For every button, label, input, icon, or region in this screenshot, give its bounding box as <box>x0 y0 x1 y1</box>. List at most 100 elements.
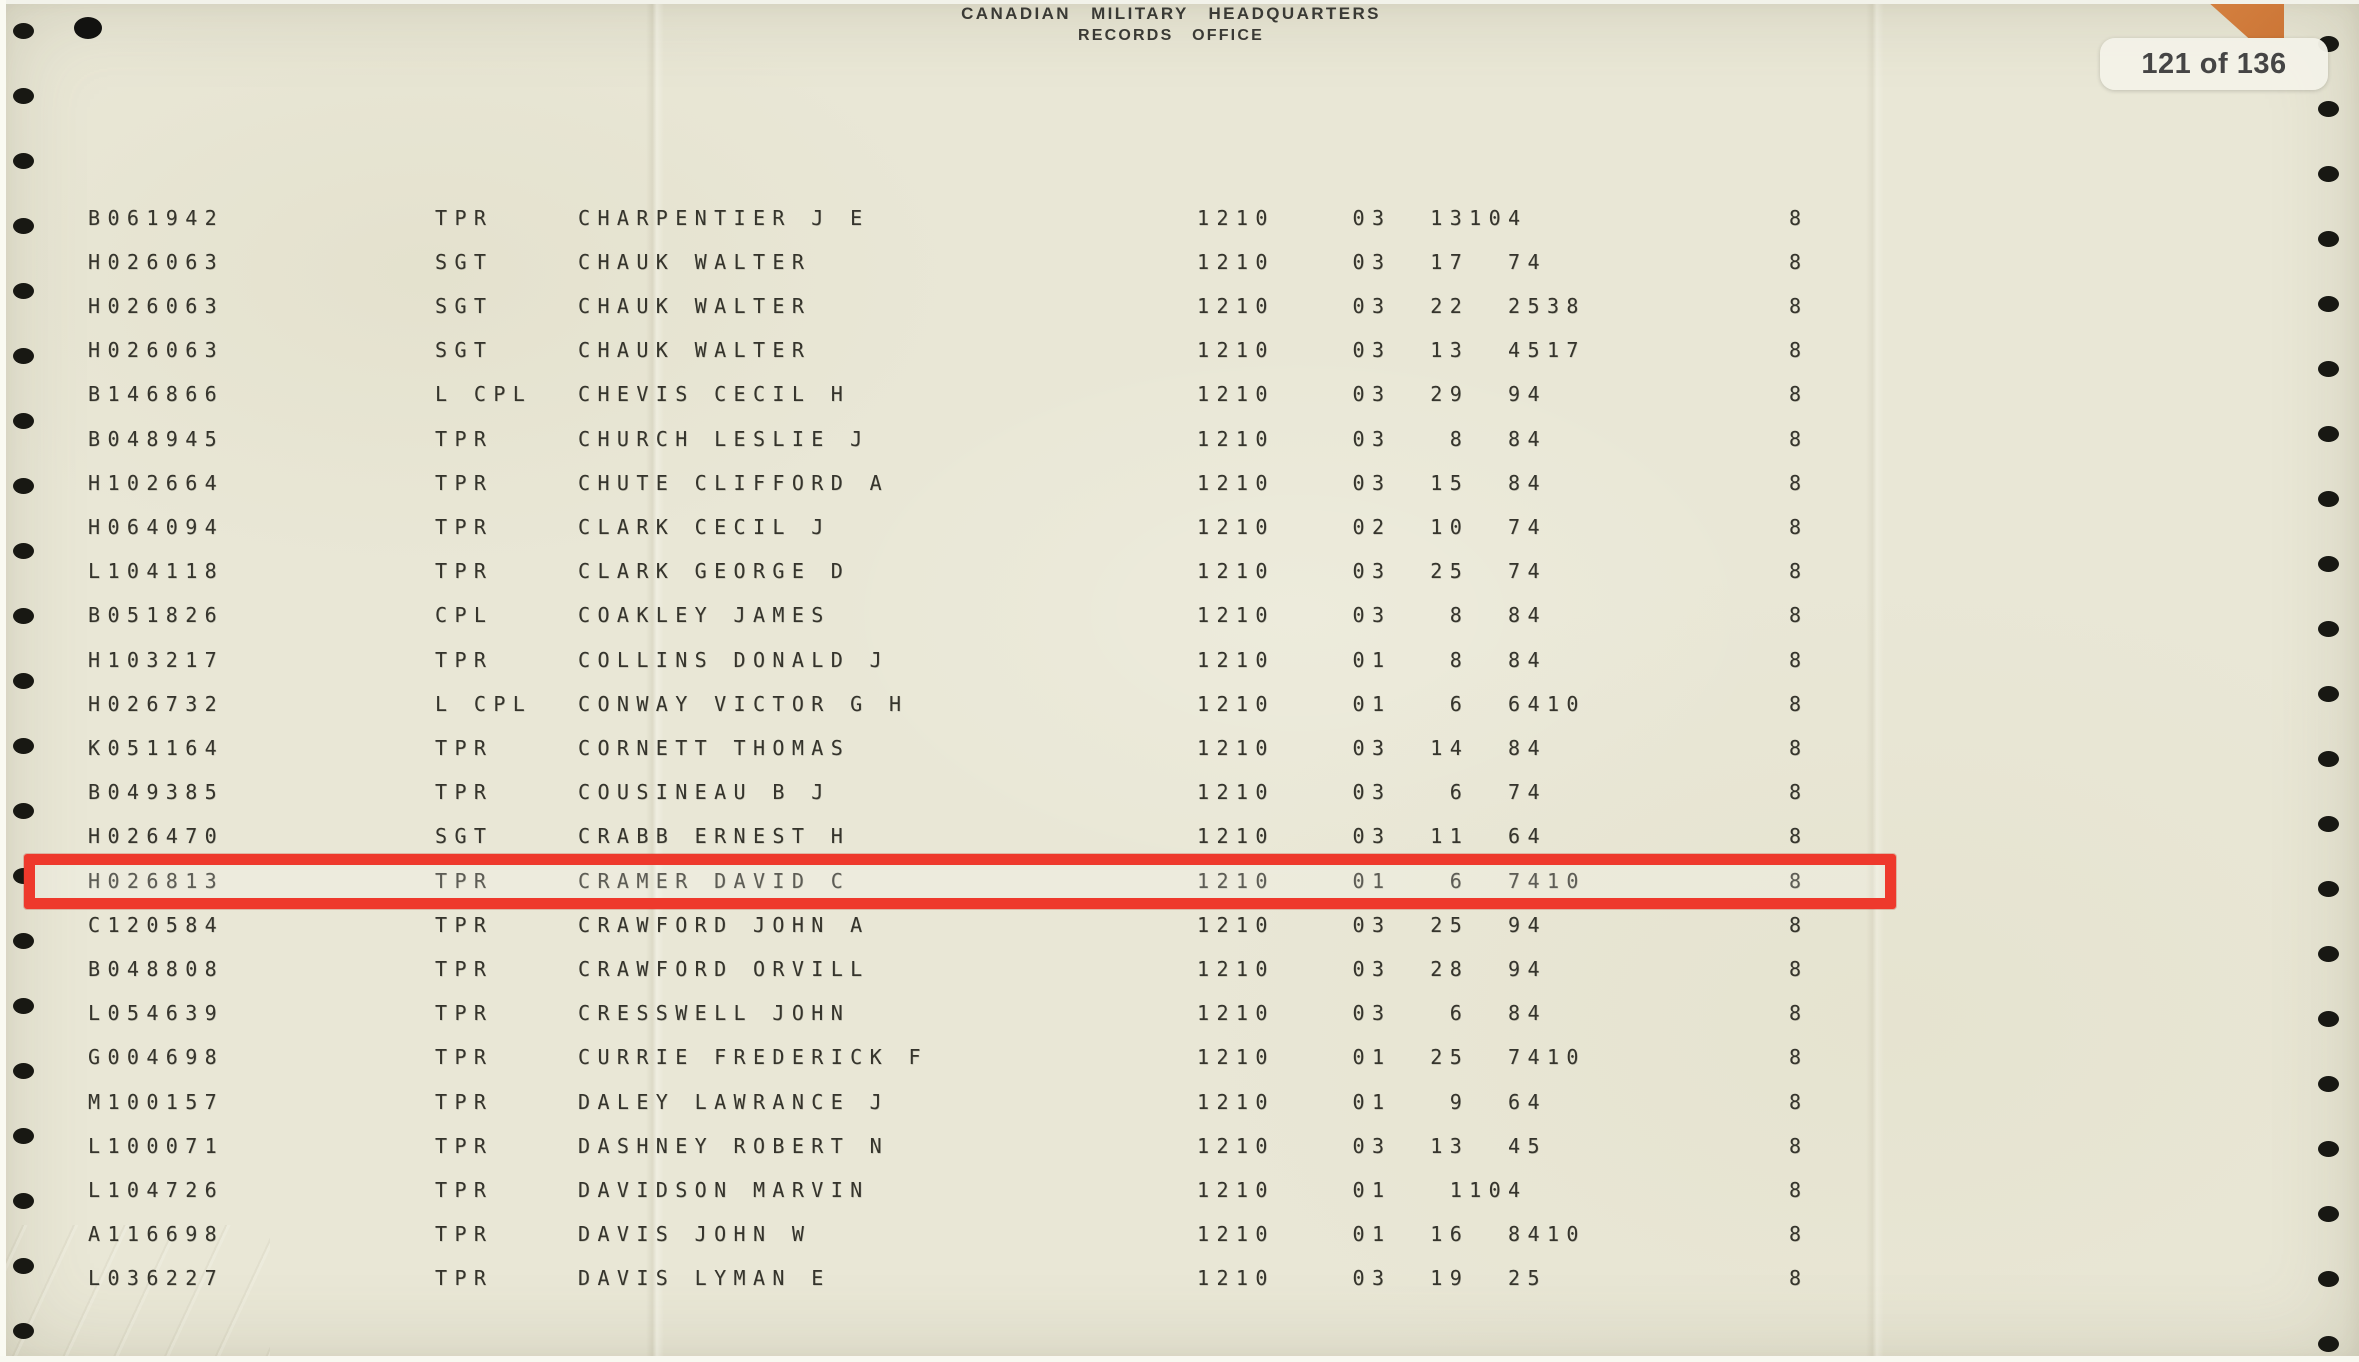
schedule-number-cell: 8 <box>1789 205 1809 230</box>
schedule-number-cell: 8 <box>1789 1089 1809 1114</box>
rank-cell: TPR <box>435 1133 494 1158</box>
schedule-number-cell: 8 <box>1789 559 1809 584</box>
record-numbers-cell: 1210 03 6 74 <box>1197 780 1547 805</box>
name-cell: COLLINS DONALD J <box>578 647 890 672</box>
punch-hole <box>2318 1076 2339 1092</box>
table-row: H026732 L CPL CONWAY VICTOR G H 1210 01 … <box>0 693 2359 715</box>
schedule-number-cell: 8 <box>1789 868 1809 893</box>
record-numbers-cell: 1210 03 25 74 <box>1197 559 1547 584</box>
schedule-number-cell: 8 <box>1789 956 1809 981</box>
punch-hole <box>13 1258 34 1274</box>
schedule-number-cell: 8 <box>1789 470 1809 495</box>
header-line-1: CANADIAN MILITARY HEADQUARTERS <box>961 4 1381 23</box>
table-row: G004698 TPR CURRIE FREDERICK F 1210 01 2… <box>0 1046 2359 1068</box>
table-row: L054639 TPR CRESSWELL JOHN 1210 03 6 84 … <box>0 1002 2359 1024</box>
name-cell: DALEY LAWRANCE J <box>578 1089 890 1114</box>
rank-cell: TPR <box>435 426 494 451</box>
table-row: L036227 TPR DAVIS LYMAN E 1210 03 19 25 … <box>0 1267 2359 1289</box>
name-cell: CONWAY VICTOR G H <box>578 691 909 716</box>
table-row: B048945 TPR CHURCH LESLIE J 1210 03 8 84… <box>0 428 2359 450</box>
rank-cell: TPR <box>435 647 494 672</box>
table-row: H064094 TPR CLARK CECIL J 1210 02 10 74 … <box>0 516 2359 538</box>
name-cell: CRESSWELL JOHN <box>578 1001 851 1026</box>
rank-cell: TPR <box>435 956 494 981</box>
schedule-number-cell: 8 <box>1789 338 1809 363</box>
table-row: B048808 TPR CRAWFORD ORVILL 1210 03 28 9… <box>0 958 2359 980</box>
name-cell: CURRIE FREDERICK F <box>578 1045 928 1070</box>
punch-hole <box>13 1128 34 1144</box>
name-cell: DAVIS JOHN W <box>578 1222 812 1247</box>
punch-hole <box>13 413 34 429</box>
schedule-number-cell: 8 <box>1789 1266 1809 1291</box>
rank-cell: TPR <box>435 470 494 495</box>
schedule-number-cell: 8 <box>1789 912 1809 937</box>
document-header: CANADIAN MILITARY HEADQUARTERS RECORDS O… <box>891 3 1451 46</box>
table-row: L104118 TPR CLARK GEORGE D 1210 03 25 74… <box>0 560 2359 582</box>
schedule-number-cell: 8 <box>1789 1001 1809 1026</box>
schedule-number-cell: 8 <box>1789 382 1809 407</box>
rank-cell: TPR <box>435 912 494 937</box>
record-numbers-cell: 1210 03 29 94 <box>1197 382 1547 407</box>
paper-crease <box>646 0 664 1362</box>
service-number-cell: H026813 <box>88 868 225 893</box>
record-numbers-cell: 1210 03 8 84 <box>1197 426 1547 451</box>
name-cell: CRAMER DAVID C <box>578 868 851 893</box>
rank-cell: TPR <box>435 735 494 760</box>
punch-hole <box>13 1323 34 1339</box>
paper-crease <box>1866 0 1884 1362</box>
punch-hole <box>13 283 34 299</box>
service-number-cell: H026063 <box>88 293 225 318</box>
service-number-cell: L036227 <box>88 1266 225 1291</box>
name-cell: CLARK GEORGE D <box>578 559 851 584</box>
name-cell: CHEVIS CECIL H <box>578 382 851 407</box>
punch-hole <box>13 543 34 559</box>
rank-cell: SGT <box>435 824 494 849</box>
punch-hole <box>13 1063 34 1079</box>
service-number-cell: B049385 <box>88 780 225 805</box>
service-number-cell: L100071 <box>88 1133 225 1158</box>
record-numbers-cell: 1210 02 10 74 <box>1197 514 1547 539</box>
schedule-number-cell: 8 <box>1789 1133 1809 1158</box>
scan-edge-left <box>0 0 6 1362</box>
punch-hole <box>2318 166 2339 182</box>
punch-hole <box>13 88 34 104</box>
table-row: B061942 TPR CHARPENTIER J E 1210 03 1310… <box>0 207 2359 229</box>
orange-corner-tab <box>2210 4 2284 38</box>
name-cell: CHAUK WALTER <box>578 293 812 318</box>
name-cell: CHARPENTIER J E <box>578 205 870 230</box>
punch-hole <box>13 1193 34 1209</box>
name-cell: CRABB ERNEST H <box>578 824 851 849</box>
punch-hole <box>13 803 34 819</box>
record-numbers-cell: 1210 03 14 84 <box>1197 735 1547 760</box>
page-indicator-badge: 121 of 136 <box>2100 38 2328 90</box>
rank-cell: L CPL <box>435 691 533 716</box>
rank-cell: TPR <box>435 559 494 584</box>
name-cell: DAVIS LYMAN E <box>578 1266 831 1291</box>
service-number-cell: C120584 <box>88 912 225 937</box>
scan-edge-bottom <box>0 1356 2359 1362</box>
record-numbers-cell: 1210 01 9 64 <box>1197 1089 1547 1114</box>
table-row: B049385 TPR COUSINEAU B J 1210 03 6 74 8 <box>0 781 2359 803</box>
table-row: L104726 TPR DAVIDSON MARVIN 1210 01 1104… <box>0 1179 2359 1201</box>
name-cell: CHAUK WALTER <box>578 249 812 274</box>
punch-hole <box>2318 1141 2339 1157</box>
record-numbers-cell: 1210 01 6 7410 <box>1197 868 1586 893</box>
punch-hole <box>2318 1206 2339 1222</box>
table-row: L100071 TPR DASHNEY ROBERT N 1210 03 13 … <box>0 1135 2359 1157</box>
service-number-cell: H064094 <box>88 514 225 539</box>
service-number-cell: H026063 <box>88 338 225 363</box>
punch-hole <box>2318 1011 2339 1027</box>
punch-hole <box>2318 881 2339 897</box>
punch-hole <box>2318 946 2339 962</box>
rank-cell: TPR <box>435 1045 494 1070</box>
rank-cell: SGT <box>435 249 494 274</box>
record-numbers-cell: 1210 03 8 84 <box>1197 603 1547 628</box>
punch-hole <box>2318 101 2339 117</box>
schedule-number-cell: 8 <box>1789 1045 1809 1070</box>
punch-hole <box>2318 816 2339 832</box>
name-cell: COUSINEAU B J <box>578 780 831 805</box>
ink-dot <box>74 17 102 39</box>
service-number-cell: L104726 <box>88 1177 225 1202</box>
